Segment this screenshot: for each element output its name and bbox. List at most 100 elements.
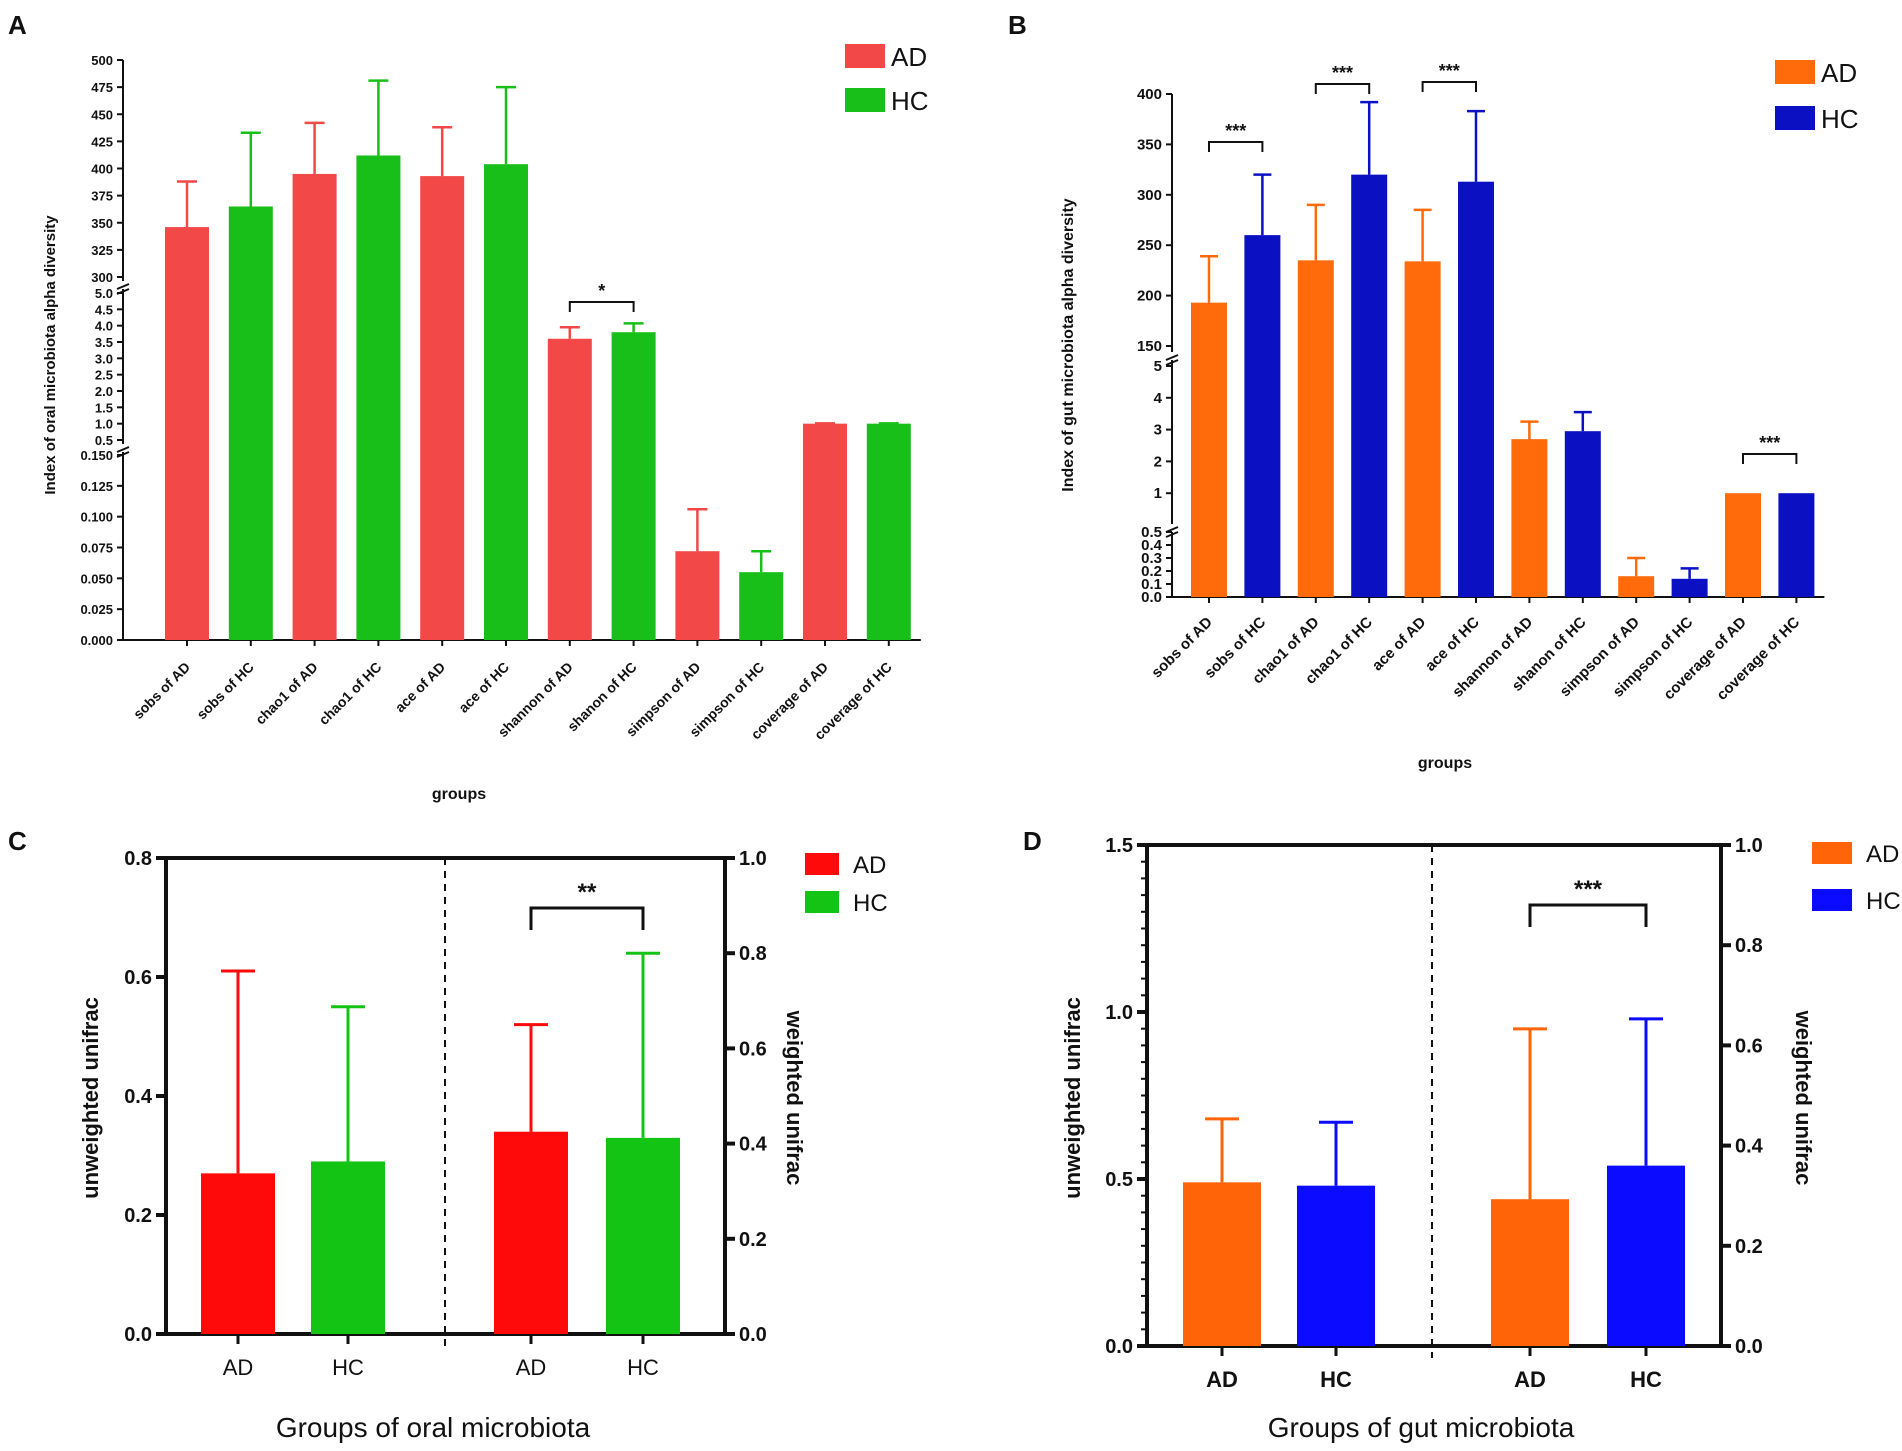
error-bar — [687, 508, 708, 552]
legend-swatch-hc — [845, 88, 885, 112]
y-tick-label: 350 — [91, 216, 113, 231]
error-bar — [559, 326, 580, 339]
bar-chao1-of-HC — [1351, 174, 1388, 597]
bar-coverage-of-AD — [1725, 493, 1761, 597]
y-tick-label: 0.0 — [124, 1324, 152, 1346]
significance-marker: *** — [1208, 121, 1264, 152]
y-axis-title: unweighted unifrac — [1060, 997, 1085, 1199]
error-bar — [514, 1023, 548, 1132]
y-tick-label: 1.0 — [95, 417, 113, 432]
legend-swatch-hc — [805, 891, 839, 913]
y-tick-label: 1.0 — [1105, 1002, 1133, 1024]
legend-swatch-hc — [1775, 106, 1815, 130]
y-tick-label: 150 — [1137, 338, 1162, 355]
x-tick-label: ace of HC — [455, 659, 512, 716]
significance-label: * — [598, 281, 605, 301]
bar-sobs-of-HC — [228, 206, 273, 640]
legend-label-hc: HC — [891, 86, 929, 116]
x-tick-label: HC — [1630, 1367, 1662, 1392]
x-tick-label: AD — [1206, 1367, 1238, 1392]
y-right-tick-label: 0.6 — [1735, 1035, 1763, 1057]
bar-sobs-of-HC — [1244, 235, 1281, 597]
error-bar — [626, 951, 660, 1138]
axis-break-slash — [1165, 531, 1179, 538]
significance-marker: *** — [1421, 61, 1477, 92]
y-tick-label: 375 — [91, 189, 113, 204]
y-tick-label: 0.3 — [1141, 550, 1162, 567]
error-bar — [1520, 420, 1539, 440]
y-right-axis-title: weighted unifrac — [1791, 1010, 1816, 1186]
significance-bracket — [1421, 81, 1477, 92]
y-right-tick-label: 0.0 — [1735, 1336, 1763, 1358]
legend-swatch-ad — [1812, 842, 1852, 864]
y-tick-label: 475 — [91, 80, 113, 95]
error-bar — [1627, 556, 1646, 577]
y-tick-label: 0.000 — [80, 633, 113, 648]
x-tick-label: chao1 of AD — [252, 659, 321, 728]
significance-bracket — [1314, 83, 1371, 94]
axis-break-slash — [116, 446, 130, 453]
y-tick-label: 0.4 — [124, 1086, 153, 1108]
error-bar — [751, 549, 772, 573]
y-tick-label: 0.4 — [1141, 537, 1163, 554]
y-right-tick-label: 1.0 — [1735, 835, 1763, 857]
bar-ace-of-AD — [420, 176, 465, 640]
y-tick-label: 2 — [1154, 453, 1162, 470]
x-tick-label: AD — [1514, 1367, 1546, 1392]
bar-coverage-of-AD — [803, 423, 847, 640]
axis-break-slash — [1165, 359, 1179, 366]
significance-label: *** — [1439, 61, 1460, 81]
x-axis-title: groups — [1418, 755, 1472, 772]
bar-chao1-of-AD — [1297, 260, 1334, 597]
axis-break-gap — [1166, 352, 1178, 360]
y-tick-label: 200 — [1137, 288, 1162, 305]
bar-simpson-of-AD — [675, 551, 720, 640]
bar-simpson-of-AD — [1618, 576, 1655, 597]
error-bar — [1573, 410, 1592, 432]
significance-label: ** — [578, 879, 597, 906]
legend-label-ad: AD — [1866, 841, 1899, 868]
y-tick-label: 0.150 — [80, 448, 113, 463]
error-bar — [1360, 100, 1379, 175]
x-tick-label: ace of AD — [392, 659, 449, 716]
y-tick-label: 0.0 — [1141, 589, 1162, 606]
y-right-tick-label: 0.4 — [1735, 1136, 1764, 1158]
bar-ad-unweighted — [1183, 1182, 1261, 1346]
bar-coverage-of-HC — [1778, 493, 1815, 597]
x-axis-title: groups — [432, 786, 486, 803]
y-tick-label: 1.5 — [1105, 835, 1133, 857]
y-tick-label: 3.5 — [95, 335, 113, 350]
y-tick-label: 325 — [91, 243, 113, 258]
error-bar — [1413, 208, 1432, 262]
y-right-tick-label: 0.2 — [739, 1229, 767, 1251]
y-tick-label: 4.5 — [95, 302, 113, 317]
x-tick-label: sobs of HC — [193, 659, 257, 723]
panel-d: D 0.0 0.5 1.0 1.5 0.0 0.2 0.4 0.6 0.8 1.0 AD HC AD HC *… — [1023, 826, 1901, 1443]
y-tick-label: 5 — [1154, 358, 1162, 375]
y-tick-label: 0.5 — [95, 433, 113, 448]
y-tick-label: 400 — [91, 162, 113, 177]
y-right-tick-label: 0.4 — [739, 1134, 768, 1156]
significance-label: *** — [1574, 876, 1603, 903]
error-bar — [1205, 1117, 1239, 1183]
error-bar — [432, 126, 453, 177]
bar-ace-of-AD — [1404, 261, 1441, 597]
bar-simpson-of-HC — [739, 572, 784, 640]
error-bar — [1513, 1027, 1547, 1200]
y-tick-label: 0.0 — [1105, 1336, 1133, 1358]
y-right-tick-label: 0.8 — [1735, 935, 1763, 957]
y-tick-label: 0.1 — [1141, 576, 1162, 593]
x-tick-label: AD — [223, 1355, 254, 1380]
significance-bracket — [529, 906, 645, 930]
error-bar — [177, 180, 197, 228]
y-tick-label: 450 — [91, 107, 113, 122]
x-axis-title: Groups of gut microbiota — [1268, 1412, 1575, 1443]
bar-hc-unweighted — [311, 1161, 385, 1334]
x-tick-label: AD — [516, 1355, 547, 1380]
error-bar — [623, 322, 644, 333]
x-tick-label: chao1 of HC — [315, 659, 384, 728]
significance-marker: * — [568, 281, 635, 312]
y-right-tick-label: 0.8 — [739, 943, 767, 965]
y-tick-label: 0.2 — [124, 1205, 152, 1227]
